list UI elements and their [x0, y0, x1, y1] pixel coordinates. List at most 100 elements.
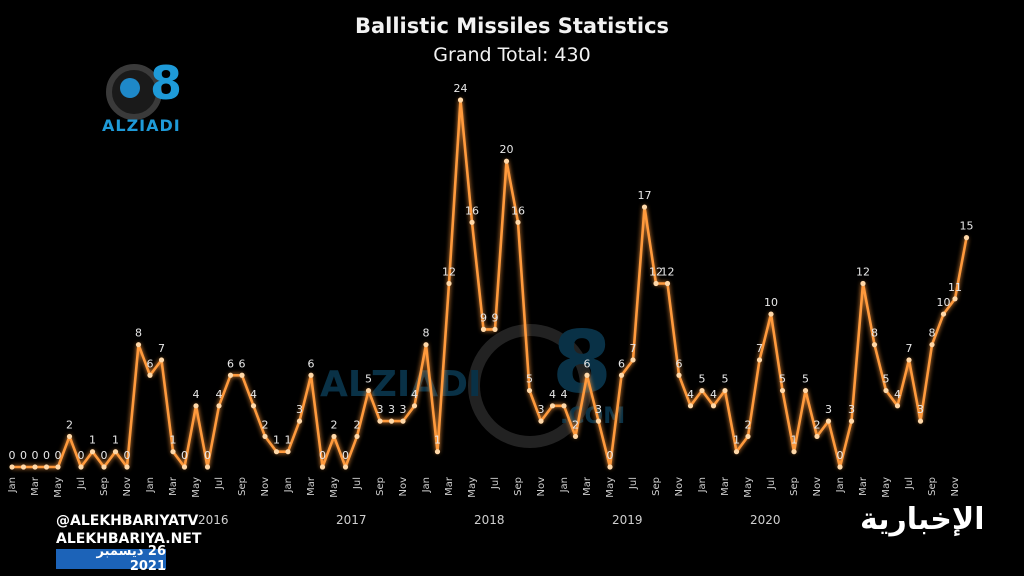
- data-label: 0: [55, 449, 62, 462]
- data-label: 0: [9, 449, 16, 462]
- data-point: [825, 418, 832, 424]
- data-point: [78, 464, 84, 470]
- data-label: 0: [837, 449, 844, 462]
- data-label: 0: [181, 449, 188, 462]
- data-label: 5: [779, 373, 786, 386]
- data-point: [147, 372, 153, 378]
- data-point: [676, 372, 682, 378]
- data-point: [917, 418, 924, 424]
- data-label: 8: [135, 327, 142, 340]
- data-point: [779, 387, 786, 394]
- data-label: 9: [492, 311, 499, 324]
- x-tick-label: Nov: [260, 477, 271, 497]
- data-point: [250, 403, 257, 409]
- data-point: [894, 403, 901, 409]
- data-point: [699, 387, 705, 394]
- x-tick-label: Jan: [145, 477, 156, 493]
- year-label: 2020: [750, 513, 781, 527]
- year-axis: 2016 2017 2018 2019 2020: [198, 513, 781, 527]
- data-label: 12: [856, 266, 870, 279]
- data-point: [32, 464, 38, 470]
- data-label: 5: [802, 373, 809, 386]
- data-label: 2: [262, 418, 269, 431]
- data-label: 2: [354, 418, 361, 431]
- x-tick-label: May: [467, 477, 478, 498]
- x-tick-label: Mar: [306, 476, 317, 496]
- data-label: 1: [273, 434, 280, 447]
- logo-mark: 8: [150, 56, 183, 110]
- data-point: [9, 464, 15, 470]
- data-point: [952, 296, 958, 302]
- data-point: [963, 235, 970, 241]
- data-point: [572, 433, 579, 440]
- data-label: 2: [745, 418, 752, 431]
- x-tick-label: Sep: [651, 477, 662, 496]
- data-point: [308, 372, 314, 378]
- data-point: [595, 418, 602, 424]
- data-label: 0: [204, 449, 211, 462]
- x-tick-label: Nov: [674, 477, 685, 497]
- data-label: 8: [871, 327, 878, 340]
- x-tick-label: Jul: [628, 477, 639, 490]
- x-tick-label: May: [53, 477, 64, 498]
- x-tick-label: Mar: [30, 476, 41, 496]
- data-point: [43, 464, 50, 470]
- x-tick-label: Nov: [536, 477, 547, 497]
- data-point: [630, 357, 636, 363]
- data-point: [687, 403, 694, 409]
- x-tick-label: Sep: [375, 477, 386, 496]
- data-point: [883, 387, 889, 394]
- logo-brand: ALZIADI: [102, 116, 181, 135]
- data-point: [664, 280, 671, 287]
- data-label: 0: [78, 449, 85, 462]
- data-label: 1: [733, 434, 740, 447]
- data-label: 6: [584, 357, 591, 370]
- data-point: [860, 280, 866, 287]
- data-point: [503, 158, 510, 164]
- data-label: 2: [814, 418, 821, 431]
- data-label: 0: [20, 449, 27, 462]
- data-point: [89, 449, 96, 455]
- data-label: 3: [400, 403, 407, 416]
- data-point: [710, 403, 717, 409]
- data-label: 3: [296, 403, 303, 416]
- data-label: 12: [649, 266, 663, 279]
- data-point: [158, 357, 165, 363]
- data-label: 4: [250, 388, 257, 401]
- year-label: 2019: [612, 513, 643, 527]
- data-label: 4: [216, 388, 223, 401]
- data-point: [549, 403, 556, 409]
- data-point: [365, 387, 372, 394]
- x-tick-label: May: [191, 477, 202, 498]
- data-point: [641, 204, 648, 210]
- year-label: 2018: [474, 513, 505, 527]
- x-tick-label: Sep: [789, 477, 800, 496]
- data-point: [55, 464, 61, 470]
- data-label: 5: [722, 373, 729, 386]
- data-point: [618, 372, 625, 378]
- data-point: [561, 403, 567, 409]
- data-point: [112, 449, 119, 455]
- data-point: [319, 464, 326, 470]
- data-label: 0: [319, 449, 326, 462]
- watermark: 8 ALZIADI .COM: [320, 320, 680, 450]
- data-label: 0: [101, 449, 108, 462]
- data-label: 4: [687, 388, 694, 401]
- data-label: 4: [894, 388, 901, 401]
- data-point: [745, 433, 751, 440]
- x-tick-label: Jan: [283, 477, 294, 493]
- data-label: 1: [434, 434, 441, 447]
- year-label: 2016: [198, 513, 229, 527]
- data-label: 1: [89, 434, 96, 447]
- data-point: [906, 357, 912, 363]
- x-tick-label: Sep: [513, 477, 524, 496]
- x-tick-label: Sep: [927, 477, 938, 496]
- x-tick-label: May: [743, 477, 754, 498]
- data-label: 15: [960, 220, 974, 233]
- data-point: [733, 449, 740, 455]
- data-point: [791, 449, 797, 455]
- x-tick-label: Jan: [835, 477, 846, 493]
- chart-subtitle: Grand Total: 430: [433, 44, 591, 66]
- data-point: [653, 280, 659, 287]
